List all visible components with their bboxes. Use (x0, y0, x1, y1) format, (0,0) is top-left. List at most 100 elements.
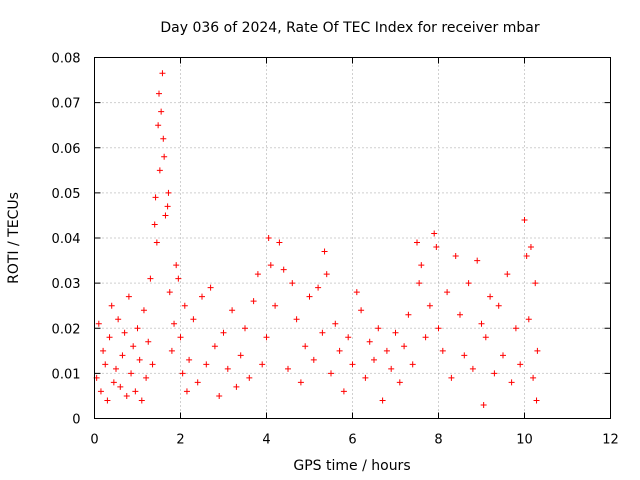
data-point (444, 289, 451, 296)
data-point (405, 311, 412, 318)
data-point (414, 239, 420, 246)
data-point (465, 280, 472, 287)
data-point (306, 293, 313, 300)
y-axis-label: ROTI / TECUs (6, 192, 22, 284)
x-tick-label: 2 (176, 433, 184, 448)
x-tick-label: 12 (602, 433, 619, 448)
data-point (388, 365, 395, 372)
data-point (173, 262, 180, 269)
data-point (147, 275, 154, 282)
data-point (293, 316, 300, 323)
data-point (439, 347, 446, 354)
data-point (267, 262, 274, 269)
data-point (115, 316, 122, 323)
data-point (383, 347, 390, 354)
data-point (224, 365, 231, 372)
data-point (156, 90, 162, 97)
data-point (422, 334, 429, 341)
y-tick-label: 0.03 (52, 277, 81, 292)
data-point (151, 221, 158, 228)
data-point (246, 374, 253, 381)
data-point (409, 361, 416, 368)
x-tick-label: 4 (262, 433, 270, 448)
data-point (517, 361, 524, 368)
data-point (375, 325, 382, 332)
y-tick-label: 0.07 (52, 97, 81, 112)
data-point (229, 307, 236, 314)
x-axis-label: GPS time / hours (293, 458, 410, 474)
data-point (321, 248, 328, 255)
data-point (353, 289, 360, 296)
data-point (530, 374, 537, 381)
axis-ticks: 0 2 4 6 8 10 12 0 0.01 0.02 0.03 0.04 0.05 0.06 0.07 0.… (52, 52, 619, 448)
data-point (392, 329, 399, 336)
data-point (280, 266, 287, 273)
data-point (504, 271, 511, 278)
data-point (104, 397, 111, 404)
data-point (487, 293, 494, 300)
data-point (482, 334, 489, 341)
data-point (156, 167, 163, 174)
data-point (508, 379, 515, 386)
data-point (371, 356, 377, 363)
data-point (155, 122, 162, 129)
data-point (416, 280, 423, 287)
data-point (523, 253, 530, 260)
data-point (100, 347, 107, 354)
data-point (302, 343, 309, 350)
data-point (203, 361, 210, 368)
data-point (119, 352, 126, 359)
data-point (152, 194, 159, 201)
data-point (480, 401, 487, 408)
data-point (117, 383, 124, 390)
data-point (186, 356, 193, 363)
data-point (95, 320, 102, 327)
data-point (143, 374, 150, 381)
data-point (478, 320, 485, 327)
data-point (194, 379, 201, 386)
data-point (379, 397, 386, 404)
data-point (138, 397, 145, 404)
data-point (106, 334, 113, 341)
data-point (233, 383, 240, 390)
data-point (310, 356, 317, 363)
data-point (527, 244, 534, 251)
data-point (183, 388, 190, 395)
data-point (323, 271, 330, 278)
data-point (500, 352, 506, 359)
data-point (199, 293, 205, 300)
data-point (461, 352, 468, 359)
y-tick-label: 0.02 (52, 322, 81, 337)
data-point (512, 325, 519, 332)
x-tick-label: 0 (90, 433, 98, 448)
y-tick-label: 0.05 (52, 187, 81, 202)
data-point (132, 388, 139, 395)
data-point (123, 392, 130, 399)
grid (94, 57, 611, 419)
y-tick-label: 0.04 (52, 232, 81, 247)
data-point (366, 338, 373, 345)
data-point (495, 302, 502, 309)
data-point (134, 325, 141, 332)
data-point (175, 275, 182, 282)
y-tick-label: 0 (72, 413, 80, 428)
data-point (254, 271, 261, 278)
data-point (396, 379, 403, 386)
data-point (533, 397, 540, 404)
data-point (162, 212, 169, 219)
data-point (190, 316, 197, 323)
data-point (426, 302, 433, 309)
data-point (457, 311, 463, 318)
data-point (164, 203, 171, 210)
data-point (237, 352, 244, 359)
data-point (145, 338, 152, 345)
data-point (340, 388, 347, 395)
data-point (272, 302, 279, 309)
data-point (128, 370, 135, 377)
data-point (153, 239, 160, 246)
chart-title: Day 036 of 2024, Rate Of TEC Index for r… (160, 20, 539, 36)
data-point (159, 70, 166, 77)
data-point (158, 108, 165, 115)
